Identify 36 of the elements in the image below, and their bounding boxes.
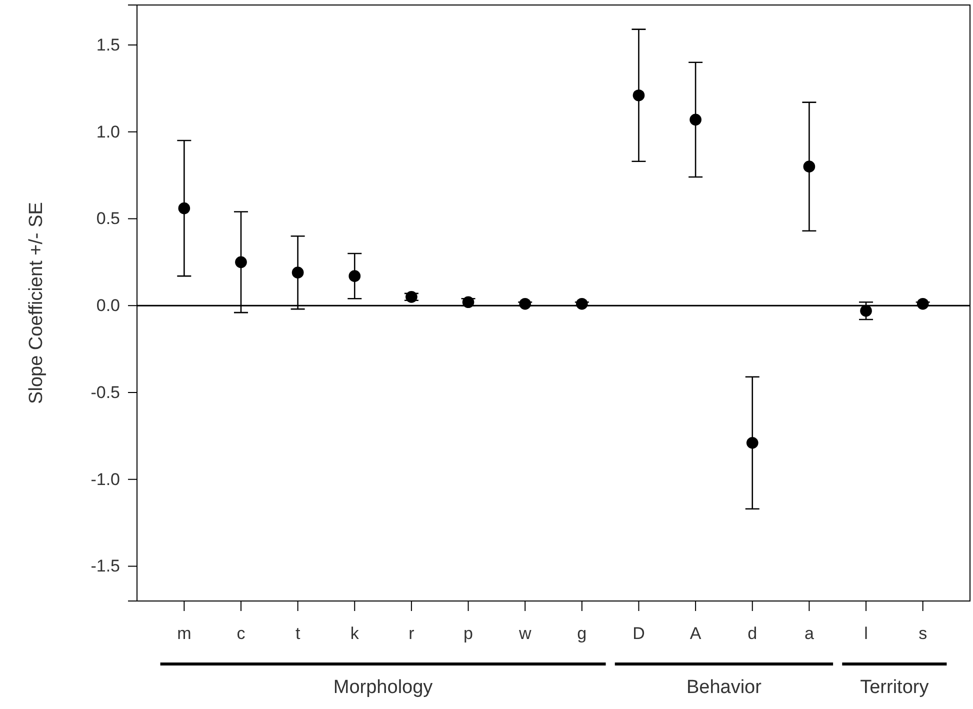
- point: [916, 298, 929, 310]
- x-tick-label: r: [408, 624, 415, 644]
- y-tick-label: -1.5: [90, 556, 120, 576]
- point: [519, 298, 532, 310]
- text: Behavior: [686, 677, 762, 698]
- x-tick-label: p: [464, 624, 473, 644]
- y-tick-label: 0.0: [96, 296, 120, 316]
- y-tick-label: 1.0: [96, 122, 120, 142]
- y-tick-label: -0.5: [90, 382, 120, 402]
- x-tick-label: c: [236, 624, 246, 644]
- x-tick-label: l: [864, 624, 868, 644]
- point: [803, 160, 816, 173]
- point: [690, 114, 702, 126]
- x-tick-label: t: [295, 624, 300, 644]
- point: [292, 266, 304, 278]
- x-tick-label: w: [518, 624, 532, 644]
- y-tick-label: 1.5: [96, 35, 120, 54]
- text: Morphology: [333, 677, 434, 698]
- point: [632, 89, 645, 102]
- x-tick-label: a: [804, 624, 814, 644]
- y-axis-title: Slope Coefficient +/- SE: [26, 202, 47, 404]
- x-tick-label: m: [177, 624, 192, 644]
- x-tick-label: d: [748, 624, 758, 644]
- x-tick-label: D: [632, 624, 645, 644]
- point: [235, 256, 247, 268]
- x-tick-label: g: [577, 624, 587, 644]
- point: [348, 270, 361, 282]
- y-tick-label: -1.0: [90, 470, 120, 489]
- point: [178, 202, 190, 214]
- x-tick-label: s: [918, 624, 928, 644]
- x-tick-label: k: [350, 624, 360, 644]
- y-tick-label: 0.5: [96, 209, 120, 228]
- point: [746, 436, 758, 449]
- text: Territory: [860, 677, 930, 698]
- point: [576, 298, 588, 310]
- x-tick-label: A: [690, 624, 702, 644]
